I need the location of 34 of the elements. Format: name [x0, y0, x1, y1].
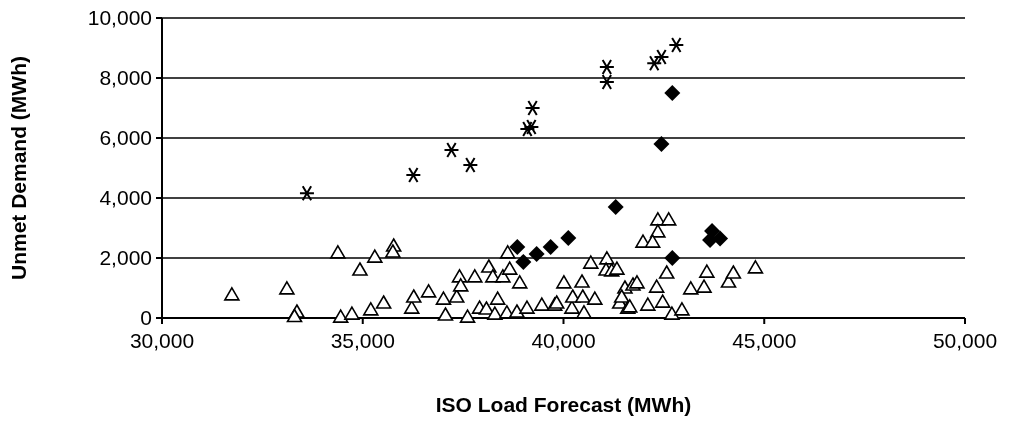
- point: [523, 118, 540, 135]
- point: [509, 238, 526, 255]
- point: [405, 166, 422, 183]
- point: [668, 37, 685, 53]
- y-tick-label: 10,000: [87, 6, 152, 30]
- x-tick-label: 30,000: [129, 329, 195, 352]
- point: [607, 199, 624, 215]
- point: [560, 229, 577, 246]
- x-tick-label: 45,000: [732, 329, 797, 352]
- y-tick-label: 6,000: [99, 126, 152, 150]
- point: [664, 85, 681, 101]
- point: [598, 73, 615, 90]
- point: [598, 58, 615, 75]
- x-tick-label: 50,000: [932, 329, 998, 352]
- y-tick-label: 2,000: [99, 246, 152, 270]
- point: [653, 136, 670, 152]
- point: [515, 253, 532, 270]
- point: [524, 100, 541, 116]
- point: [664, 250, 681, 266]
- point: [443, 142, 460, 158]
- x-axis-title: ISO Load Forecast (MWh): [435, 393, 692, 416]
- y-tick-label: 8,000: [99, 66, 152, 90]
- point: [462, 157, 479, 173]
- point: [653, 49, 670, 65]
- x-tick-label: 35,000: [330, 329, 395, 352]
- point: [646, 55, 663, 72]
- point: [298, 185, 315, 202]
- point: [542, 238, 559, 255]
- y-tick-label: 0: [140, 306, 152, 330]
- point: [519, 121, 536, 137]
- y-axis-title: Unmet Demand (MWh): [7, 56, 30, 280]
- point: [528, 246, 545, 263]
- x-tick-label: 40,000: [531, 329, 596, 352]
- y-tick-label: 4,000: [99, 186, 152, 210]
